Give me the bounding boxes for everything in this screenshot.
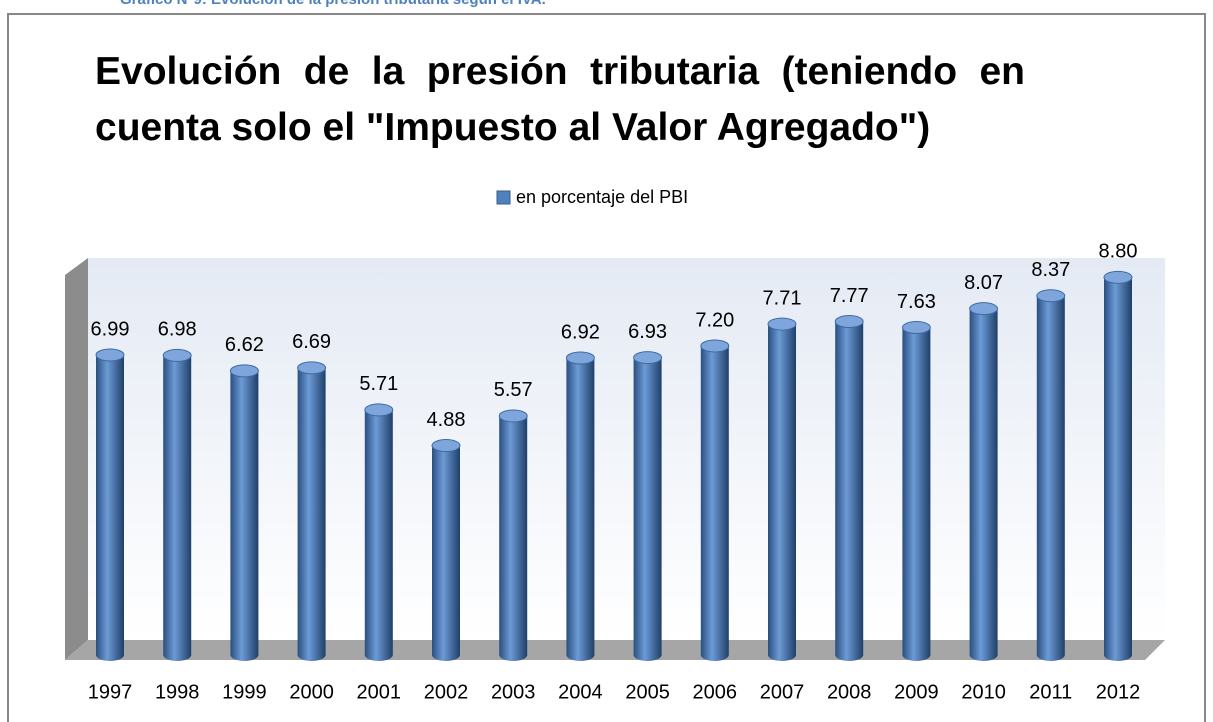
x-tick-label: 1999 <box>222 681 267 703</box>
x-tick-label: 1998 <box>155 681 200 703</box>
bar-top <box>767 317 797 331</box>
x-tick-label: 2007 <box>760 681 805 703</box>
x-tick-label: 2012 <box>1096 681 1141 703</box>
bar <box>364 403 394 661</box>
x-tick-label: 2008 <box>827 681 872 703</box>
frame <box>7 13 1206 722</box>
x-tick-label: 2006 <box>693 681 738 703</box>
bar-top <box>700 339 730 353</box>
caption: Gráfico N°9: Evolución de la presión tri… <box>120 0 546 8</box>
value-label: 8.07 <box>964 272 1003 294</box>
bar <box>1036 289 1066 661</box>
bar-top <box>162 348 192 362</box>
bar-top <box>431 439 461 453</box>
bar <box>95 348 125 661</box>
bar-body <box>432 445 460 661</box>
bar-body <box>566 358 595 661</box>
value-label: 7.63 <box>897 291 936 313</box>
value-label: 7.71 <box>763 287 802 309</box>
value-label: 6.99 <box>91 318 130 340</box>
bar <box>162 348 192 661</box>
bar-top <box>364 403 394 417</box>
value-label: 7.20 <box>695 309 734 331</box>
bar <box>834 315 864 661</box>
floor <box>65 640 1165 660</box>
bar-top <box>834 315 864 329</box>
bar-body <box>969 308 998 661</box>
x-tick-label: 2004 <box>558 681 603 703</box>
legend-label: en porcentaje del PBI <box>516 187 688 207</box>
x-tick-label: 2000 <box>289 681 334 703</box>
bar-body <box>230 370 259 661</box>
bar-top <box>95 348 125 362</box>
side-wall <box>65 258 88 660</box>
x-tick-label: 2001 <box>357 681 402 703</box>
bar-body <box>835 321 864 661</box>
value-label: 8.37 <box>1031 259 1070 281</box>
x-tick-label: 2011 <box>1029 681 1072 703</box>
bar-top <box>633 351 663 365</box>
bar-body <box>1036 295 1065 661</box>
bar-body <box>633 357 662 661</box>
x-tick-label: 2009 <box>894 681 939 703</box>
bar <box>901 321 931 661</box>
bar-top <box>1103 270 1133 284</box>
bar <box>498 409 528 661</box>
bar-body <box>499 415 528 661</box>
bar-body <box>163 355 192 661</box>
bar-top <box>565 351 595 365</box>
bar-body <box>902 327 931 661</box>
value-label: 5.57 <box>494 379 533 401</box>
x-tick-label: 1997 <box>88 681 133 703</box>
x-tick-label: 2003 <box>491 681 536 703</box>
bar-body <box>96 354 124 661</box>
value-label: 4.88 <box>427 409 466 431</box>
value-label: 5.71 <box>359 373 398 395</box>
bar-top <box>498 409 528 423</box>
back-wall <box>88 258 1165 640</box>
bar-top <box>969 302 999 316</box>
bar-top <box>229 364 259 378</box>
value-label: 6.69 <box>292 331 331 353</box>
bar <box>565 351 595 661</box>
value-label: 8.80 <box>1099 241 1138 263</box>
bar-body <box>768 324 796 661</box>
value-label: 7.77 <box>830 285 869 307</box>
bar-top <box>1036 289 1066 303</box>
legend-swatch <box>496 190 511 205</box>
bar <box>767 317 797 661</box>
bar-body <box>1104 277 1132 661</box>
bar <box>969 302 999 661</box>
x-tick-label: 2010 <box>961 681 1006 703</box>
bar <box>700 339 730 661</box>
bar <box>431 439 461 661</box>
value-label: 6.62 <box>225 334 264 356</box>
bar <box>297 361 327 661</box>
bar-body <box>297 367 326 661</box>
bar-body <box>700 345 729 661</box>
x-tick-label: 2005 <box>625 681 670 703</box>
value-label: 6.93 <box>628 321 667 343</box>
chart-title: Evolución de la presión tributaria (teni… <box>95 50 1025 149</box>
value-label: 6.92 <box>561 321 600 343</box>
value-label: 6.98 <box>158 319 197 341</box>
bar <box>1103 270 1133 661</box>
bar-body <box>364 409 393 661</box>
bar-top <box>901 321 931 335</box>
bar <box>633 351 663 661</box>
x-tick-label: 2002 <box>424 681 469 703</box>
bar <box>229 364 259 661</box>
bar-top <box>297 361 327 375</box>
